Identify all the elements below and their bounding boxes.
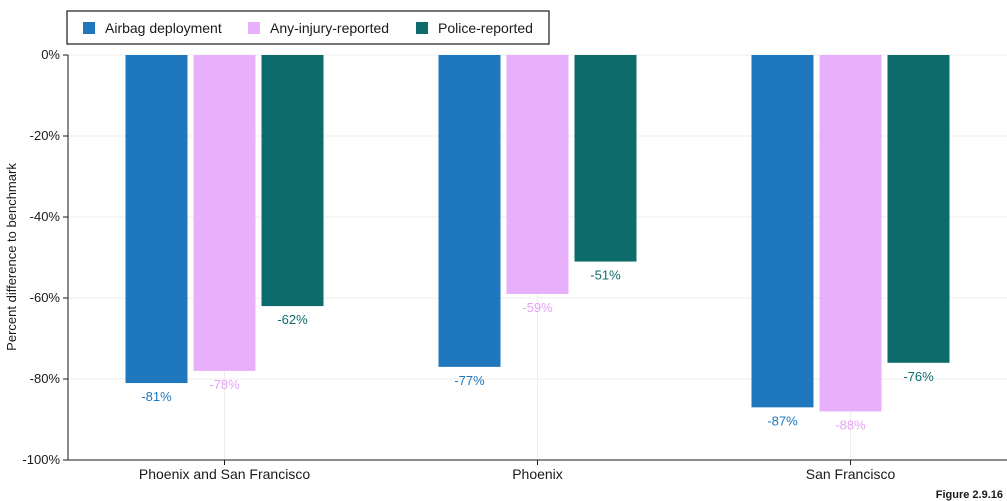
y-tick-label: -100% bbox=[22, 452, 60, 467]
y-axis-title: Percent difference to benchmark bbox=[4, 163, 19, 351]
bar-value-label: -81% bbox=[141, 389, 172, 404]
bar bbox=[887, 55, 950, 363]
bars bbox=[125, 55, 950, 412]
bar bbox=[193, 55, 256, 371]
figure-label: Figure 2.9.16 bbox=[936, 489, 1003, 501]
bar-value-label: -77% bbox=[454, 373, 485, 388]
bar bbox=[574, 55, 637, 262]
legend: Airbag deployment Any-injury-reported Poli… bbox=[66, 10, 550, 45]
bar-value-label: -62% bbox=[277, 312, 308, 327]
legend-label: Any-injury-reported bbox=[270, 20, 389, 36]
bar bbox=[438, 55, 501, 367]
data-labels: -81% -77% -87% -78% -59% -88% -62% -51% -76% bbox=[141, 268, 934, 433]
bar-value-label: -76% bbox=[903, 369, 934, 384]
bar bbox=[751, 55, 814, 408]
bar bbox=[819, 55, 882, 412]
legend-box bbox=[66, 10, 550, 45]
x-tick-label: Phoenix bbox=[512, 466, 563, 482]
legend-swatch bbox=[248, 22, 260, 34]
bar-value-label: -78% bbox=[209, 377, 240, 392]
bar-value-label: -59% bbox=[522, 300, 553, 315]
bar bbox=[506, 55, 569, 294]
x-tick-label: San Francisco bbox=[806, 466, 896, 482]
bar-value-label: -87% bbox=[767, 413, 798, 428]
legend-label: Police-reported bbox=[438, 20, 533, 36]
y-tick-label: -60% bbox=[30, 290, 61, 305]
y-tick-label: -20% bbox=[30, 128, 61, 143]
y-tick-label: -80% bbox=[30, 371, 61, 386]
x-tick-label: Phoenix and San Francisco bbox=[139, 466, 310, 482]
legend-label: Airbag deployment bbox=[105, 20, 222, 36]
bar bbox=[125, 55, 188, 384]
bar bbox=[261, 55, 324, 307]
axes: 0% -20% -40% -60% -80% -100% Phoenix and San F… bbox=[22, 47, 1007, 482]
y-tick-label: -40% bbox=[30, 209, 61, 224]
y-tick-label: 0% bbox=[41, 47, 60, 62]
bar-value-label: -88% bbox=[835, 417, 866, 432]
legend-swatch bbox=[416, 22, 428, 34]
bar-value-label: -51% bbox=[590, 268, 621, 283]
legend-swatch bbox=[83, 22, 95, 34]
